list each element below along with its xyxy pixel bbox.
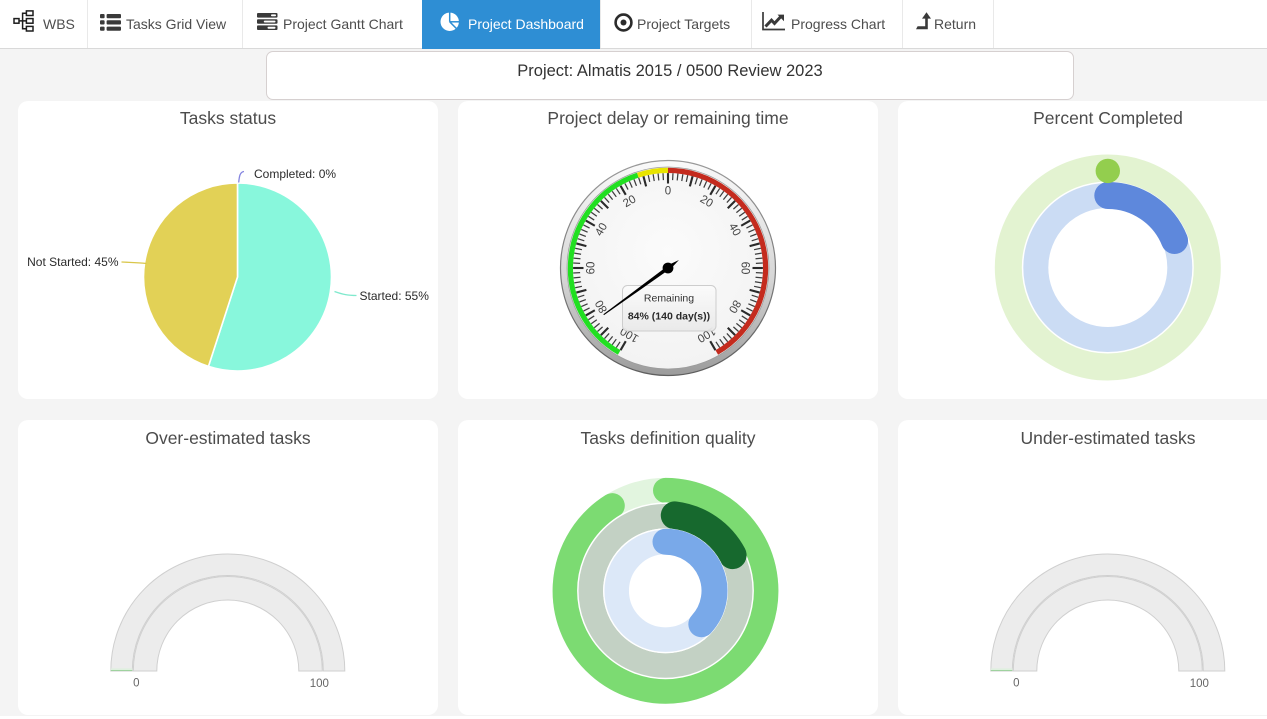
svg-text:Completed: 0%: Completed: 0% — [254, 167, 336, 181]
svg-text:0: 0 — [665, 186, 671, 198]
svg-text:80: 80 — [726, 298, 743, 315]
svg-text:80: 80 — [593, 298, 610, 315]
svg-text:0: 0 — [1013, 678, 1019, 690]
svg-text:84% (140 day(s)): 84% (140 day(s)) — [628, 311, 710, 323]
svg-text:60: 60 — [586, 262, 598, 275]
svg-text:60: 60 — [739, 262, 751, 275]
svg-text:Remaining: Remaining — [644, 293, 694, 305]
svg-text:100: 100 — [1190, 678, 1209, 690]
svg-text:100: 100 — [310, 678, 329, 690]
svg-text:20: 20 — [621, 193, 638, 210]
svg-text:40: 40 — [726, 221, 743, 238]
svg-text:20: 20 — [698, 193, 715, 210]
svg-text:Started: 55%: Started: 55% — [360, 289, 430, 303]
svg-text:Not Started: 45%: Not Started: 45% — [27, 255, 119, 269]
svg-text:40: 40 — [593, 221, 610, 238]
svg-text:0: 0 — [133, 678, 139, 690]
